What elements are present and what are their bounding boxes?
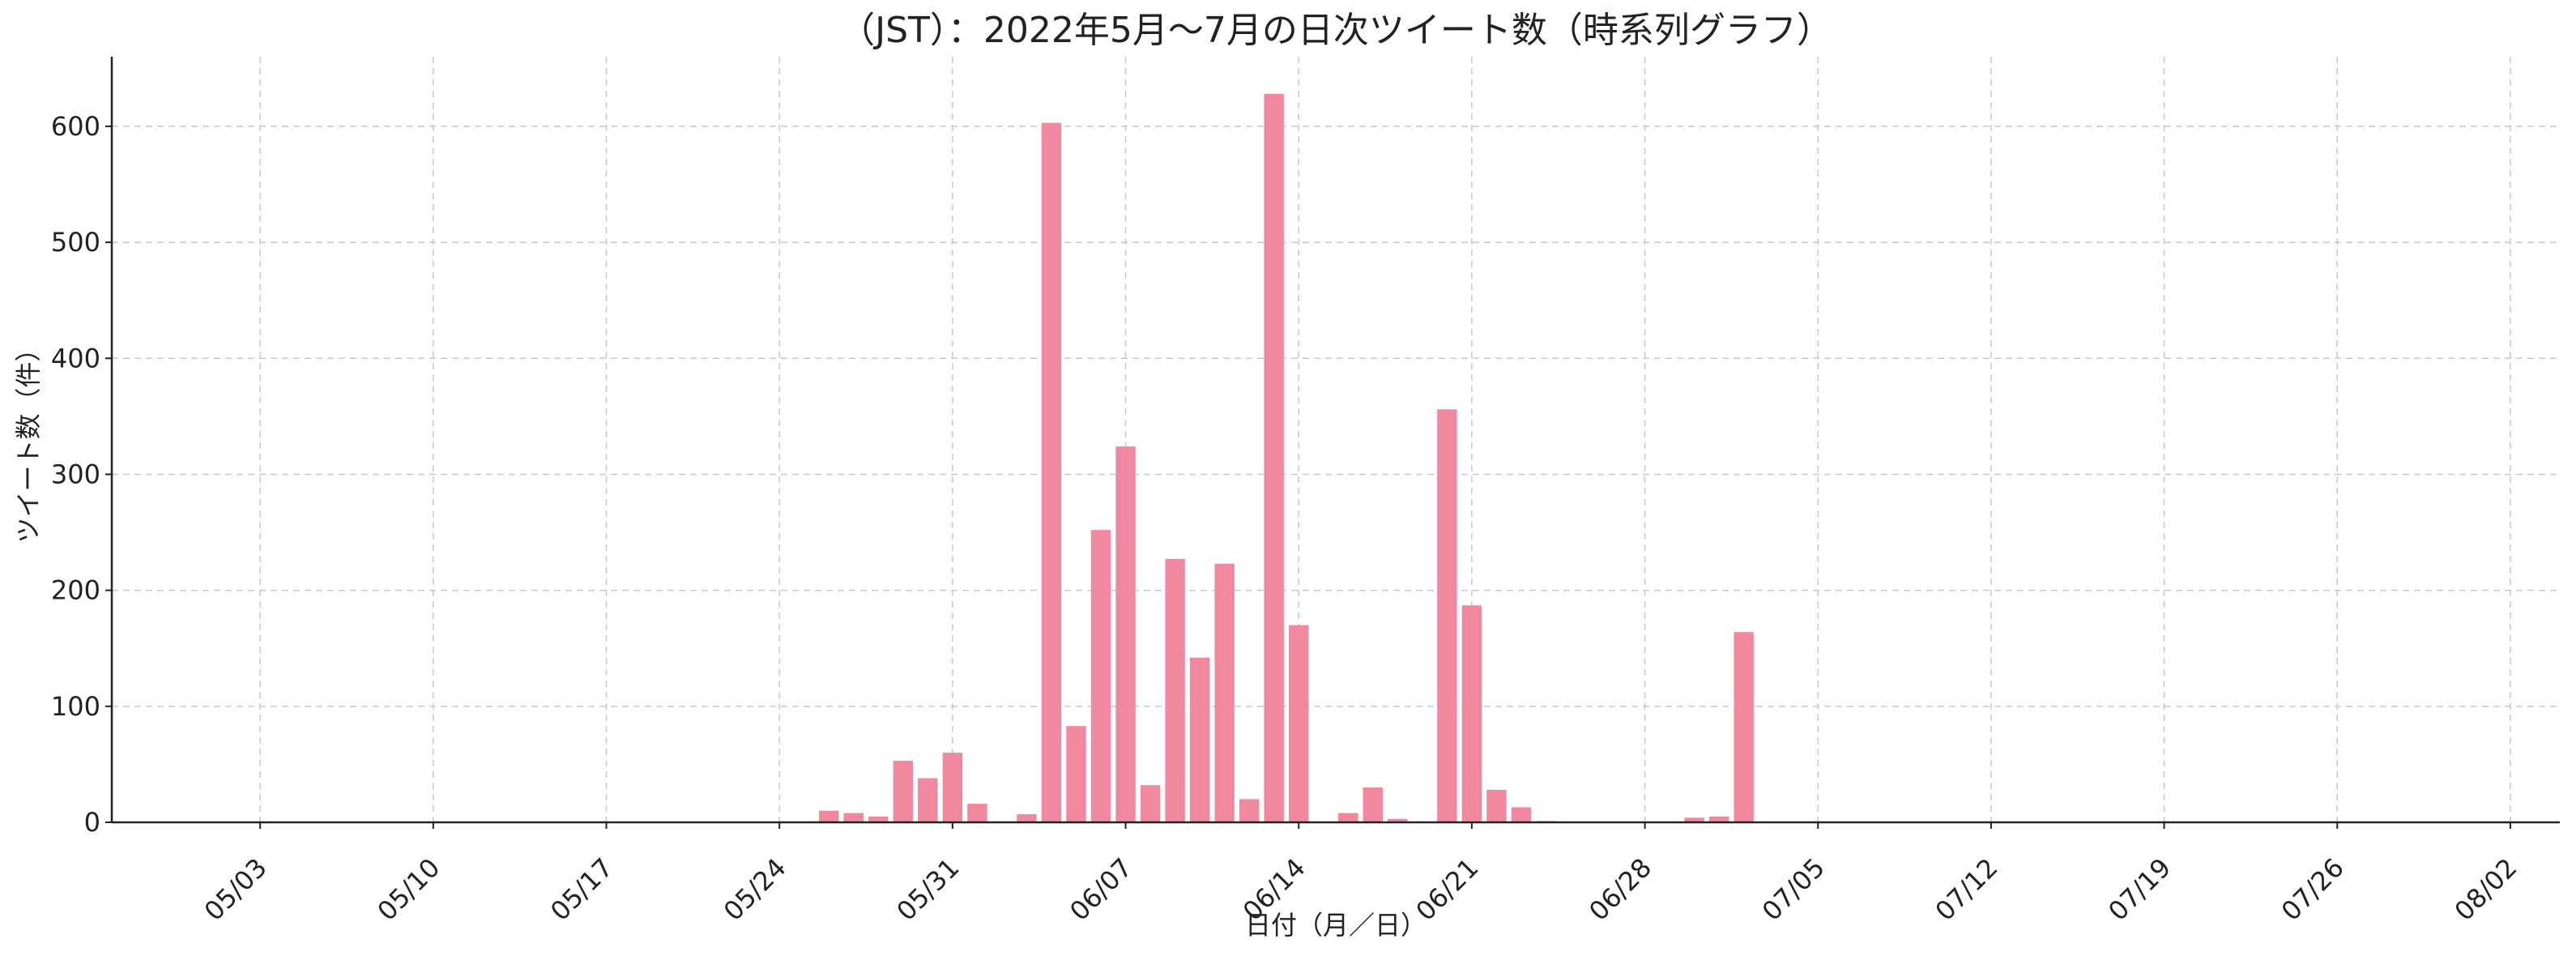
- bar: [868, 816, 889, 822]
- bar: [942, 753, 963, 822]
- bar-layer: [819, 93, 1754, 823]
- bar: [1511, 807, 1532, 822]
- bar: [1090, 530, 1111, 822]
- x-tick-label: 06/28: [1583, 852, 1657, 927]
- x-tick-label: 05/31: [890, 852, 965, 927]
- bar: [1708, 816, 1729, 822]
- bar: [1264, 93, 1284, 823]
- x-tick-label: 05/03: [198, 852, 273, 927]
- y-axis-label: ツイート数（件）: [13, 335, 44, 543]
- chart-title: （JST）：2022年5月～7月の日次ツイート数（時系列グラフ）: [839, 10, 1832, 51]
- y-tick-label: 200: [51, 575, 100, 606]
- bar: [1684, 817, 1704, 822]
- x-tick-label: 05/24: [718, 852, 792, 927]
- x-tick-label: 08/02: [2449, 852, 2523, 927]
- x-tick-label: 07/19: [2102, 852, 2177, 927]
- axis-layer: [110, 57, 2560, 824]
- x-axis-label: 日付（月／日）: [1245, 910, 1427, 941]
- bar: [1041, 122, 1062, 822]
- bar: [1214, 563, 1235, 822]
- bar: [1239, 799, 1260, 822]
- x-tick-label: 05/17: [544, 852, 619, 927]
- bar: [1289, 625, 1309, 822]
- bar: [1165, 558, 1185, 822]
- x-tick-label: 05/10: [371, 852, 446, 927]
- bar: [1461, 605, 1482, 822]
- x-tick-label: 07/05: [1756, 852, 1831, 927]
- y-tick-label: 0: [84, 807, 100, 838]
- tick-layer: 0 100 200 300 400 500 600 05/03 05/10 05/17 05/24 0…: [51, 111, 2523, 927]
- bar: [918, 778, 938, 822]
- bar: [1734, 632, 1754, 822]
- bar: [1189, 657, 1210, 822]
- bar: [1338, 813, 1358, 822]
- y-tick-label: 400: [51, 343, 100, 373]
- x-tick-label: 07/12: [1929, 852, 2003, 927]
- y-tick-label: 500: [51, 227, 100, 258]
- bar: [1486, 789, 1507, 822]
- grid-layer: [112, 57, 2560, 823]
- x-tick-label: 07/26: [2275, 852, 2350, 927]
- bar: [1437, 409, 1457, 822]
- bar: [1363, 787, 1383, 822]
- bar: [1066, 726, 1086, 822]
- bar: [893, 761, 914, 822]
- bar: [819, 810, 839, 822]
- bar: [1140, 785, 1161, 822]
- bar: [1017, 813, 1037, 822]
- y-tick-label: 600: [51, 111, 100, 142]
- x-tick-label: 06/07: [1064, 852, 1138, 927]
- bar: [1115, 446, 1136, 822]
- bar: [1388, 818, 1408, 822]
- y-tick-label: 100: [51, 691, 100, 722]
- bar: [967, 804, 987, 822]
- bar: [843, 813, 864, 822]
- y-tick-label: 300: [51, 459, 100, 489]
